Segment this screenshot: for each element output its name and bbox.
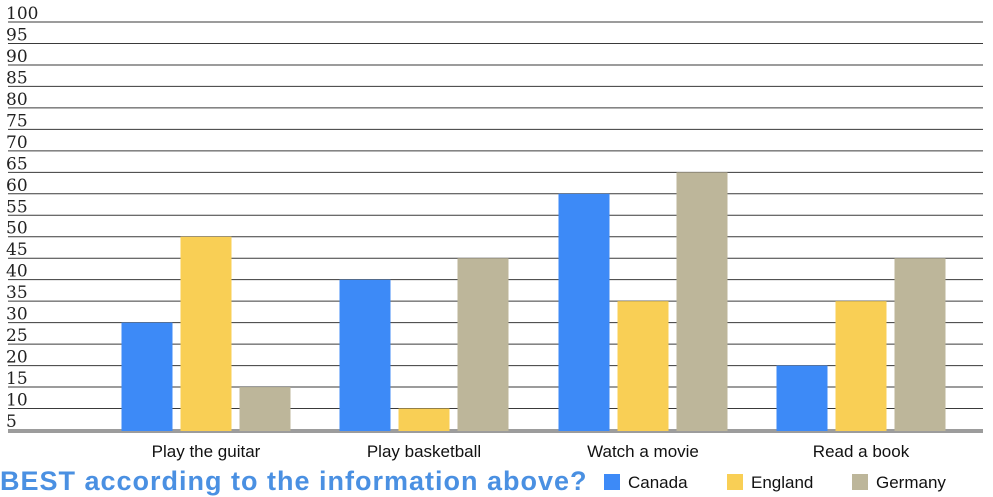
y-tick-label: 90	[6, 47, 28, 67]
legend-label-canada: Canada	[628, 473, 688, 492]
y-tick-label: 75	[6, 111, 28, 131]
y-tick-label: 25	[6, 326, 28, 346]
y-tick-label: 15	[6, 369, 28, 389]
y-tick-label: 85	[6, 68, 28, 88]
y-tick-label: 35	[6, 283, 28, 303]
legend-swatch-canada	[604, 474, 620, 490]
legend-swatch-germany	[852, 474, 868, 490]
x-axis-categories: Play the guitar Play basketball Watch a mo…	[152, 442, 910, 461]
y-tick-label: 100	[6, 4, 38, 24]
y-tick-label: 30	[6, 305, 28, 325]
x-category-label: Watch a movie	[587, 442, 699, 461]
bar-canada-1	[121, 322, 173, 431]
y-tick-label: 45	[6, 240, 28, 260]
question-text: BEST according to the information above?	[0, 466, 588, 496]
y-tick-label: 60	[6, 176, 28, 196]
y-tick-label: 20	[6, 348, 28, 368]
x-category-label: Play the guitar	[152, 442, 261, 461]
bar-england-1	[180, 236, 232, 431]
bar-england-2	[398, 408, 450, 431]
y-tick-label: 55	[6, 197, 28, 217]
bar-canada-3	[558, 193, 610, 431]
legend: Canada England Germany	[604, 473, 946, 492]
x-category-label: Read a book	[813, 442, 910, 461]
legend-swatch-england	[727, 474, 743, 490]
y-tick-label: 10	[6, 391, 28, 411]
y-tick-label: 70	[6, 133, 28, 153]
y-tick-label: 65	[6, 154, 28, 174]
bar-germany-1	[239, 387, 291, 431]
y-tick-label: 5	[6, 412, 17, 432]
bars	[121, 172, 946, 431]
bar-england-4	[835, 301, 887, 431]
bar-germany-2	[457, 258, 509, 431]
y-tick-label: 50	[6, 219, 28, 239]
legend-label-england: England	[751, 473, 813, 492]
bar-canada-2	[339, 279, 391, 431]
legend-label-germany: Germany	[876, 473, 946, 492]
x-category-label: Play basketball	[367, 442, 481, 461]
y-tick-label: 80	[6, 90, 28, 110]
bar-germany-3	[676, 172, 728, 431]
y-tick-label: 95	[6, 25, 28, 45]
y-tick-label: 40	[6, 262, 28, 282]
bar-germany-4	[894, 258, 946, 431]
bar-canada-4	[776, 365, 828, 431]
bar-england-3	[617, 301, 669, 431]
